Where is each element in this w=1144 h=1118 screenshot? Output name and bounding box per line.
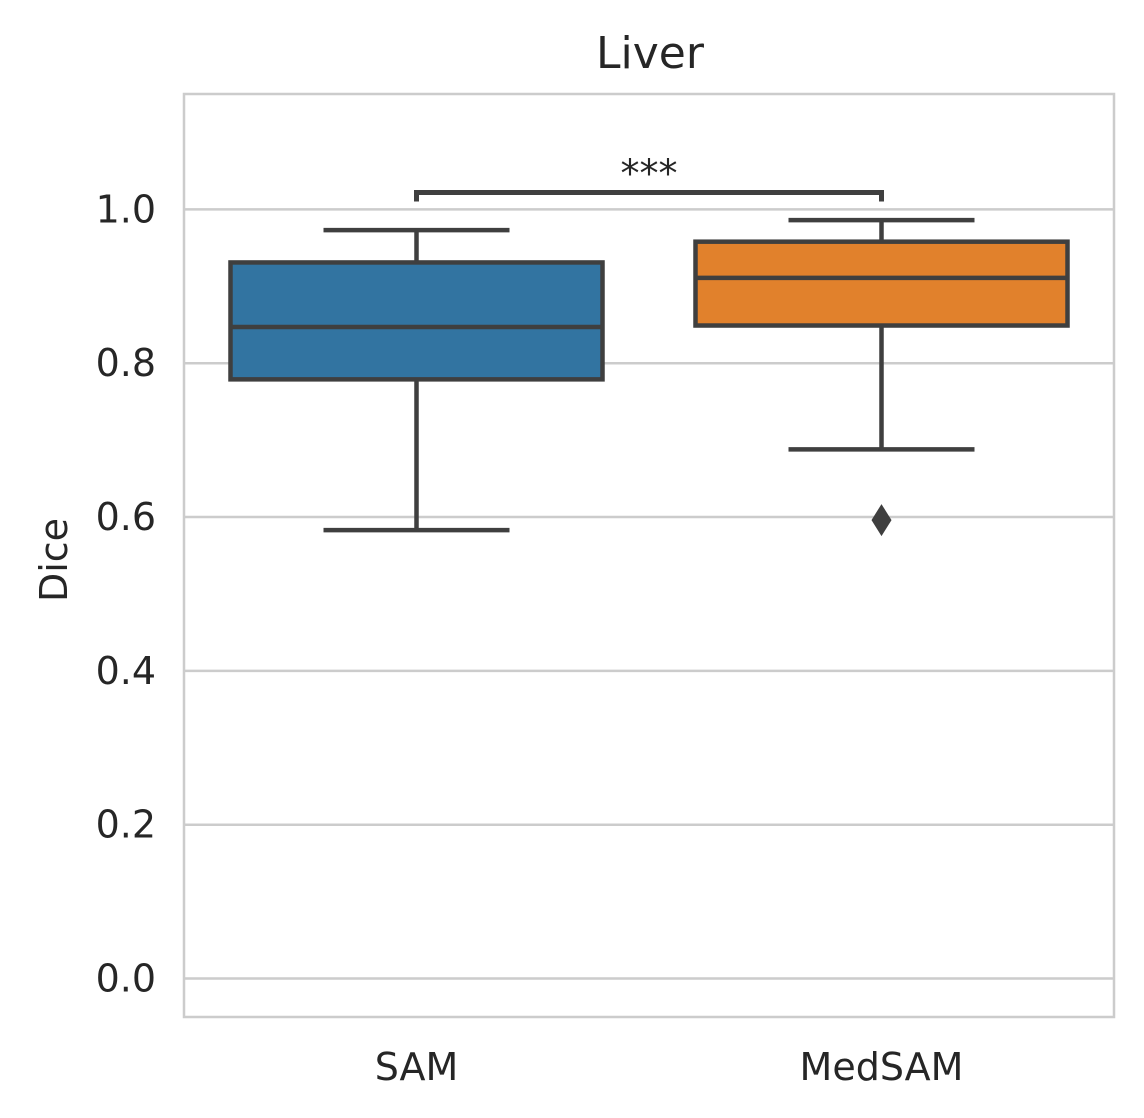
plot-frame — [182, 92, 1116, 1019]
y-tick-label: 1.0 — [96, 187, 156, 231]
y-tick-label: 0.4 — [96, 649, 156, 693]
y-tick-label: 0.8 — [96, 341, 156, 385]
x-tick-label: MedSAM — [800, 1045, 964, 1089]
y-tick-label: 0.2 — [96, 803, 156, 847]
box-medsam — [693, 217, 1070, 537]
significance-annotation: *** — [414, 151, 884, 202]
x-tick-label: SAM — [375, 1045, 459, 1089]
y-tick-label: 0.6 — [96, 495, 156, 539]
iqr-box — [693, 239, 1070, 328]
chart-title: Liver — [596, 28, 705, 79]
x-tick-labels: SAM MedSAM — [375, 1045, 964, 1089]
y-tick-label: 0.0 — [96, 957, 156, 1001]
box-sam — [228, 227, 605, 533]
iqr-box — [228, 260, 605, 382]
box-plots — [228, 217, 1070, 537]
y-tick-labels: 0.0 0.2 0.4 0.6 0.8 1.0 — [96, 187, 156, 1000]
significance-bracket — [414, 189, 884, 202]
significance-label: *** — [621, 151, 678, 195]
outlier-point — [871, 504, 892, 537]
y-axis-label: Dice — [32, 518, 76, 602]
